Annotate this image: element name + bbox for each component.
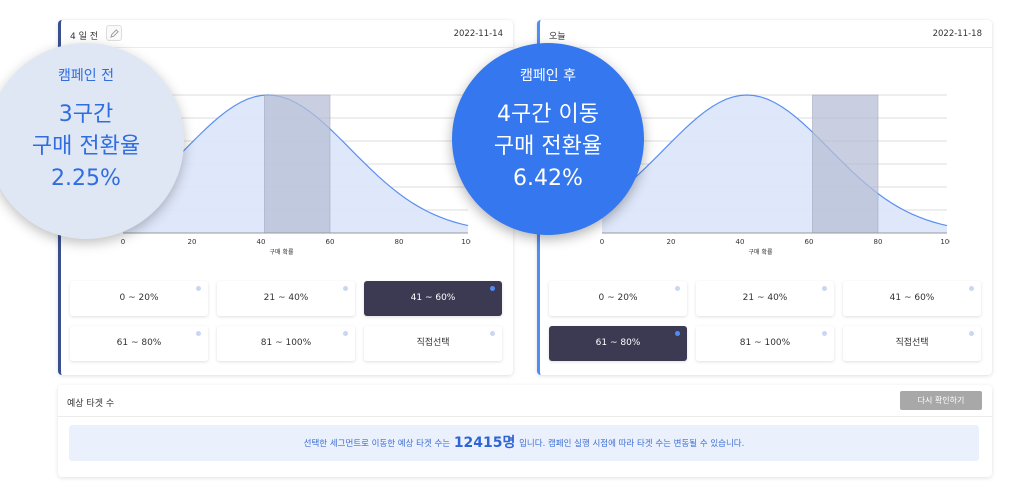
panel-date: 2022-11-18: [932, 29, 982, 39]
segment-button[interactable]: 21 ~ 40%: [217, 281, 355, 316]
section-label: 예상 타겟 수: [67, 399, 115, 409]
segment-label: 81 ~ 100%: [739, 338, 791, 348]
distribution-chart: 0 20 40 60 80 100 구매 확률: [121, 94, 471, 255]
segment-indicator-dot: [969, 286, 974, 291]
segment-label: 0 ~ 20%: [598, 293, 638, 303]
x-axis-label: 구매 확률: [270, 248, 294, 255]
segment-button[interactable]: 직접선택: [843, 326, 981, 361]
notice-text-before: 선택한 세그먼트로 이동한 예상 타겟 수는: [303, 439, 451, 449]
x-tick-label: 0: [600, 238, 604, 246]
segment-indicator-dot: [196, 331, 201, 336]
selected-range-highlight: [264, 94, 331, 234]
before-panel: 4 일 전 2022-11-14 0 20 40 60 80 100 구매 확률 0 ~ 2…: [58, 20, 513, 375]
segment-label: 0 ~ 20%: [119, 293, 159, 303]
segment-button[interactable]: 0 ~ 20%: [70, 281, 208, 316]
segment-indicator-dot: [343, 286, 348, 291]
segment-indicator-dot: [343, 331, 348, 336]
segment-button[interactable]: 41 ~ 60%: [843, 281, 981, 316]
x-axis-label: 구매 확률: [749, 248, 773, 255]
segment-label: 61 ~ 80%: [595, 338, 641, 348]
x-tick-label: 80: [874, 238, 883, 246]
panel-title: 오늘: [549, 32, 566, 42]
after-campaign-bubble: 캠페인 후 4구간 이동 구매 전환율 6.42%: [452, 43, 644, 235]
bubble-line: 3구간: [58, 102, 114, 127]
bubble-rate: 2.25%: [51, 166, 121, 191]
before-campaign-bubble: 캠페인 전 3구간 구매 전환율 2.25%: [0, 43, 184, 239]
panel-title: 4 일 전: [70, 32, 99, 42]
segment-label: 21 ~ 40%: [263, 293, 309, 303]
segment-label: 41 ~ 60%: [410, 293, 456, 303]
segment-button[interactable]: 41 ~ 60%: [364, 281, 502, 316]
segment-grid: 0 ~ 20% 21 ~ 40% 41 ~ 60% 61 ~ 80% 81 ~ 100%…: [549, 281, 981, 364]
x-tick-label: 80: [395, 238, 404, 246]
x-tick-label: 40: [736, 238, 745, 246]
notice-text-after: 입니다. 캠페인 실행 시점에 따라 타겟 수는 변동될 수 있습니다.: [519, 439, 745, 449]
x-tick-label: 40: [257, 238, 266, 246]
bubble-line: 4구간 이동: [497, 102, 599, 127]
segment-label: 61 ~ 80%: [116, 338, 162, 348]
target-notice: 선택한 세그먼트로 이동한 예상 타겟 수는 12415명 입니다. 캠페인 실…: [69, 425, 979, 461]
segment-indicator-dot: [822, 286, 827, 291]
segment-button[interactable]: 81 ~ 100%: [217, 326, 355, 361]
bubble-rate: 6.42%: [513, 166, 583, 191]
segment-button[interactable]: 직접선택: [364, 326, 502, 361]
selected-range-highlight: [812, 94, 879, 234]
edit-pencil-icon[interactable]: [106, 25, 122, 41]
x-tick-label: 100: [940, 238, 950, 246]
segment-indicator-dot: [196, 286, 201, 291]
distribution-chart: 0 20 40 60 80 100 구매 확률: [600, 94, 950, 255]
segment-button[interactable]: 0 ~ 20%: [549, 281, 687, 316]
segment-label: 81 ~ 100%: [260, 338, 312, 348]
segment-indicator-dot: [675, 331, 680, 336]
panel-date: 2022-11-14: [453, 29, 503, 39]
segment-label: 41 ~ 60%: [889, 293, 935, 303]
panel-header: 오늘 2022-11-18: [540, 20, 992, 48]
segment-indicator-dot: [490, 286, 495, 291]
x-tick-label: 60: [805, 238, 814, 246]
x-tick-label: 20: [667, 238, 676, 246]
x-tick-label: 20: [188, 238, 197, 246]
x-tick-label: 100: [461, 238, 471, 246]
segment-button[interactable]: 81 ~ 100%: [696, 326, 834, 361]
segment-button[interactable]: 61 ~ 80%: [70, 326, 208, 361]
distribution-curve: [601, 94, 948, 227]
segment-label: 21 ~ 40%: [742, 293, 788, 303]
target-count: 12415명: [453, 435, 516, 451]
bubble-subtitle: 캠페인 후: [520, 68, 576, 84]
segment-indicator-dot: [822, 331, 827, 336]
expected-target-panel: 예상 타겟 수 다시 확인하기 선택한 세그먼트로 이동한 예상 타겟 수는 1…: [58, 385, 992, 477]
bubble-line: 구매 전환율: [31, 134, 141, 159]
segment-button[interactable]: 61 ~ 80%: [549, 326, 687, 361]
bubble-line: 구매 전환율: [493, 134, 603, 159]
x-tick-label: 0: [121, 238, 125, 246]
panel-header: 4 일 전 2022-11-14: [61, 20, 513, 48]
segment-grid: 0 ~ 20% 21 ~ 40% 41 ~ 60% 61 ~ 80% 81 ~ 100%…: [70, 281, 502, 364]
segment-indicator-dot: [675, 286, 680, 291]
divider: [58, 416, 992, 417]
recheck-button[interactable]: 다시 확인하기: [900, 391, 982, 410]
segment-indicator-dot: [969, 331, 974, 336]
segment-button[interactable]: 21 ~ 40%: [696, 281, 834, 316]
segment-label: 직접선택: [416, 338, 450, 348]
segment-label: 직접선택: [895, 338, 929, 348]
x-tick-label: 60: [326, 238, 335, 246]
bubble-subtitle: 캠페인 전: [58, 68, 114, 84]
segment-indicator-dot: [490, 331, 495, 336]
